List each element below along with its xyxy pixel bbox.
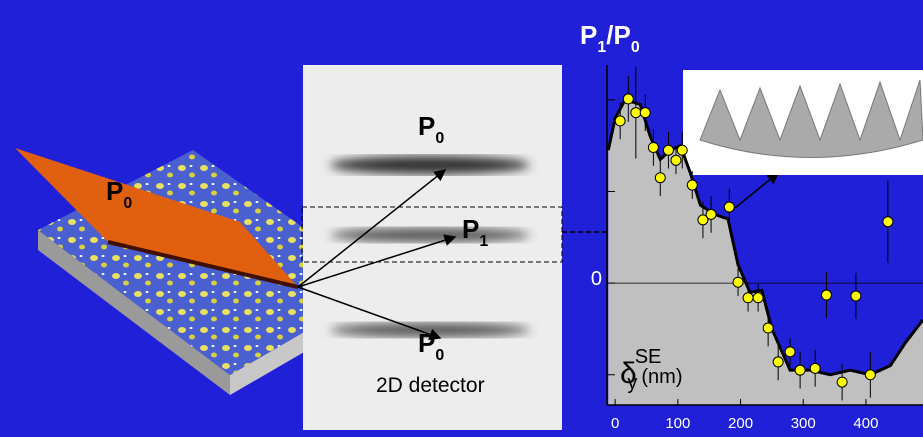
point (648, 142, 658, 152)
x-tick-label: 100 (665, 415, 690, 432)
point (677, 145, 687, 155)
point (743, 293, 753, 303)
point (663, 145, 673, 155)
point (706, 209, 716, 219)
point (687, 180, 697, 190)
point (883, 217, 893, 227)
point (810, 363, 820, 373)
point (851, 291, 861, 301)
y-tick-label: 0 (591, 268, 602, 290)
chart-title: P1/P0 (580, 20, 640, 56)
point (821, 290, 831, 300)
detector-caption: 2D detector (376, 374, 485, 397)
point (773, 357, 783, 367)
point (655, 173, 665, 183)
point (615, 116, 625, 126)
x-tick-label: 0 (611, 415, 619, 432)
x-tick-label: 300 (791, 415, 816, 432)
x-tick-label: 200 (728, 415, 753, 432)
point (631, 108, 641, 118)
point (724, 202, 734, 212)
point (865, 370, 875, 380)
point (733, 277, 743, 287)
slide: P0 P0 P1 P0 2D detector P1/P0 δSEy(nm) 0… (0, 0, 923, 437)
point (671, 155, 681, 165)
point (795, 365, 805, 375)
x-tick-label: 400 (853, 415, 878, 432)
point (785, 347, 795, 357)
point (640, 108, 650, 118)
point (837, 377, 847, 387)
point (623, 94, 633, 104)
point (753, 293, 763, 303)
point (763, 323, 773, 333)
inset-image (683, 70, 923, 175)
